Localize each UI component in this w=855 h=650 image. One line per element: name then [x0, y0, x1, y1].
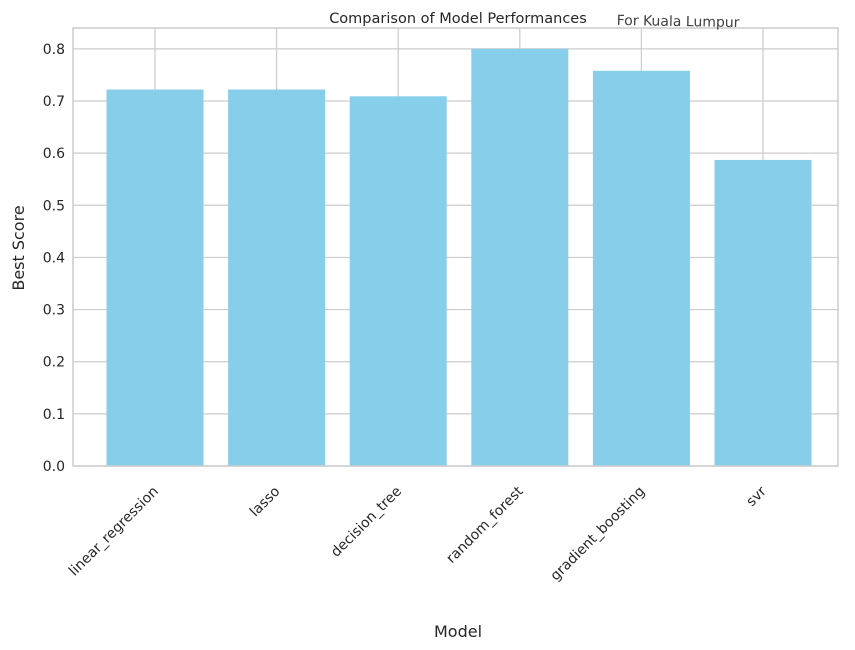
y-tick-label: 0.7 [43, 94, 65, 110]
y-tick-label: 0.1 [43, 407, 65, 423]
y-tick-label: 0.3 [43, 303, 65, 319]
x-tick-label: decision_tree [328, 484, 405, 561]
plot-frame [72, 27, 839, 467]
bar-layer [106, 48, 812, 467]
y-tick-label: 0.5 [43, 198, 65, 214]
x-tick-label: lasso [247, 484, 284, 521]
y-axis-label: Best Score [9, 205, 28, 290]
x-axis-label: Model [434, 622, 482, 641]
y-tick-label: 0.4 [43, 250, 65, 266]
bar-linear_regression [106, 89, 204, 467]
x-tick-label: random_forest [443, 483, 527, 567]
x-tick-label: gradient_boosting [548, 484, 649, 585]
y-tick-label: 0.2 [43, 355, 65, 371]
y-tick-label: 0.6 [43, 146, 65, 162]
bar-decision_tree [349, 96, 447, 467]
y-tick-label: 0.0 [43, 459, 65, 475]
bar-random_forest [471, 48, 569, 466]
bar-gradient_boosting [592, 70, 690, 466]
y-tick-label: 0.8 [43, 42, 65, 58]
x-tick-labels: linear_regression lasso decision_tree rando… [66, 483, 770, 584]
chart-title: Comparison of Model Performances [329, 11, 587, 27]
bar-lasso [228, 89, 326, 467]
x-tick-label: svr [743, 483, 770, 510]
y-tick-labels: 0.0 0.1 0.2 0.3 0.4 0.5 0.6 0.7 0.8 [43, 42, 65, 475]
bar-svr [714, 159, 812, 466]
chart-subtitle: For Kuala Lumpur [617, 13, 740, 31]
x-tick-label: linear_regression [66, 484, 162, 580]
